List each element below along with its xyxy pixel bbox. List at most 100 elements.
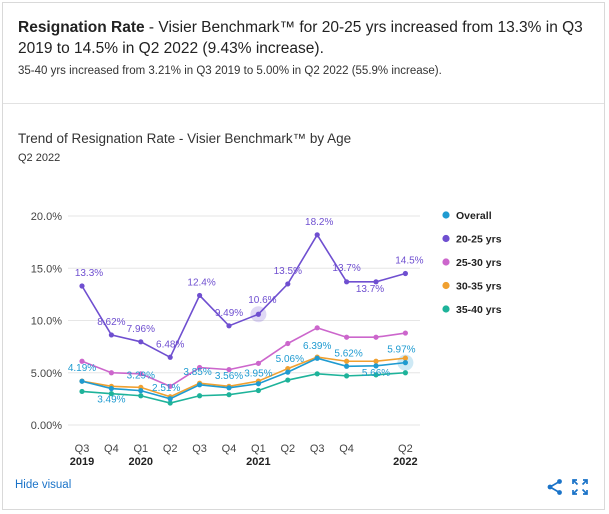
data-point xyxy=(138,371,144,377)
data-point xyxy=(344,373,350,379)
x-tick-label: Q1 xyxy=(251,443,266,455)
data-point xyxy=(373,334,379,340)
data-label: 12.4% xyxy=(187,277,215,288)
expand-icon[interactable] xyxy=(571,478,589,496)
legend-marker xyxy=(442,305,450,313)
data-label: 9.49% xyxy=(215,308,243,319)
x-tick-label: Q2 xyxy=(163,443,178,455)
y-tick-label: 20.0% xyxy=(31,211,62,223)
data-label: 13.7% xyxy=(332,263,360,274)
data-point xyxy=(285,377,291,383)
data-point xyxy=(255,311,261,317)
data-point xyxy=(167,400,173,406)
data-point xyxy=(138,339,144,345)
data-label: 2.51% xyxy=(152,383,180,394)
data-label: 5.66% xyxy=(362,368,390,379)
data-point xyxy=(79,388,85,395)
data-point xyxy=(314,232,320,238)
chart-title: Trend of Resignation Rate - Visier Bench… xyxy=(18,131,352,146)
data-label: 14.5% xyxy=(395,255,423,266)
data-label: 13.7% xyxy=(356,284,384,295)
data-point xyxy=(79,378,85,384)
headline-text: - Visier Benchmark™ for 20-25 yrs increa… xyxy=(18,19,583,57)
series-line-Overall xyxy=(81,357,406,400)
data-point xyxy=(108,370,114,376)
x-tick-label: Q3 xyxy=(75,443,90,455)
legend-marker xyxy=(442,211,450,219)
data-point xyxy=(314,325,320,331)
data-point xyxy=(226,392,232,398)
legend-entry: 25-30 yrs xyxy=(456,257,502,269)
data-label: 3.49% xyxy=(97,395,125,406)
chart-subtitle: Q2 2022 xyxy=(18,152,61,164)
share-icon[interactable] xyxy=(546,478,564,496)
data-point xyxy=(344,334,350,340)
data-point xyxy=(197,292,203,299)
series-line-35-40-yrs xyxy=(81,371,406,404)
data-point xyxy=(108,391,114,397)
x-tick-year: 2020 xyxy=(129,456,153,468)
data-label: 6.39% xyxy=(303,341,331,352)
data-point xyxy=(373,363,379,369)
legend-marker xyxy=(442,281,450,290)
y-tick-label: 0.00% xyxy=(31,420,62,432)
data-label: 7.96% xyxy=(127,324,155,335)
headline-metric: Resignation Rate xyxy=(18,19,145,36)
data-point xyxy=(226,385,232,391)
data-point xyxy=(108,332,114,338)
legend-marker xyxy=(442,258,450,266)
data-point xyxy=(197,364,203,371)
data-label: 13.5% xyxy=(274,266,302,277)
data-label: 3.29% xyxy=(127,371,155,382)
x-tick-year: 2019 xyxy=(70,456,94,468)
data-label: 5.06% xyxy=(276,354,304,365)
x-tick-label: Q4 xyxy=(339,443,354,455)
data-point xyxy=(138,388,144,394)
hide-visual-link[interactable]: Hide visual xyxy=(15,479,72,491)
data-point xyxy=(255,360,261,366)
insight-header: Resignation Rate - Visier Benchmark™ for… xyxy=(3,3,604,104)
series-line-25-30-yrs xyxy=(81,326,406,388)
data-point xyxy=(344,358,350,364)
x-tick-label: Q4 xyxy=(222,443,237,455)
data-point xyxy=(197,382,203,388)
y-tick-label: 5.00% xyxy=(31,368,62,380)
y-tick-label: 10.0% xyxy=(31,316,62,328)
x-tick-year: 2021 xyxy=(246,456,270,468)
data-label: 3.56% xyxy=(215,371,243,382)
data-point xyxy=(167,383,173,389)
data-point xyxy=(255,381,261,387)
data-point xyxy=(373,372,379,378)
data-point xyxy=(79,283,85,289)
data-point xyxy=(79,358,85,364)
data-label: 6.48% xyxy=(156,339,184,350)
y-tick-label: 15.0% xyxy=(31,263,62,275)
data-point xyxy=(285,281,291,287)
data-label: 18.2% xyxy=(305,217,333,228)
series-line-20-25-yrs xyxy=(81,233,406,359)
x-tick-label: Q3 xyxy=(192,443,207,455)
legend-entry: 35-40 yrs xyxy=(456,304,502,316)
x-tick-label: Q2 xyxy=(280,443,295,455)
data-label: 3.85% xyxy=(183,367,211,378)
series-line-30-35-yrs xyxy=(81,356,406,398)
data-point xyxy=(314,355,320,361)
data-point xyxy=(373,358,379,364)
data-point xyxy=(344,363,350,369)
legend-entry: 30-35 yrs xyxy=(456,281,502,293)
data-point xyxy=(255,387,261,394)
data-point xyxy=(402,360,408,366)
x-tick-label: Q3 xyxy=(310,443,325,455)
data-point xyxy=(167,354,173,360)
data-point xyxy=(167,396,173,402)
data-point xyxy=(402,355,408,361)
data-point xyxy=(402,370,408,376)
legend-entry: 20-25 yrs xyxy=(456,234,502,246)
subline: 35-40 yrs increased from 3.21% in Q3 201… xyxy=(18,65,442,77)
x-tick-label: Q2 xyxy=(398,443,413,455)
data-point xyxy=(373,279,379,285)
data-point xyxy=(402,330,408,336)
data-point xyxy=(285,369,291,375)
data-point xyxy=(197,393,203,399)
data-point xyxy=(314,371,320,377)
